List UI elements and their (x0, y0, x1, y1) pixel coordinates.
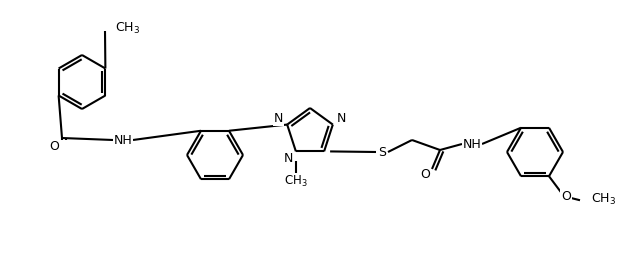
Text: N: N (284, 152, 294, 165)
Text: O: O (49, 140, 59, 153)
Text: O: O (420, 167, 430, 180)
Text: O: O (561, 190, 571, 203)
Text: CH$_3$: CH$_3$ (115, 21, 140, 36)
Text: CH$_3$: CH$_3$ (284, 174, 308, 189)
Text: N: N (273, 112, 283, 125)
Text: NH: NH (114, 133, 132, 146)
Text: S: S (378, 146, 386, 159)
Text: CH$_3$: CH$_3$ (591, 192, 616, 207)
Text: N: N (337, 112, 347, 125)
Text: NH: NH (462, 138, 481, 151)
